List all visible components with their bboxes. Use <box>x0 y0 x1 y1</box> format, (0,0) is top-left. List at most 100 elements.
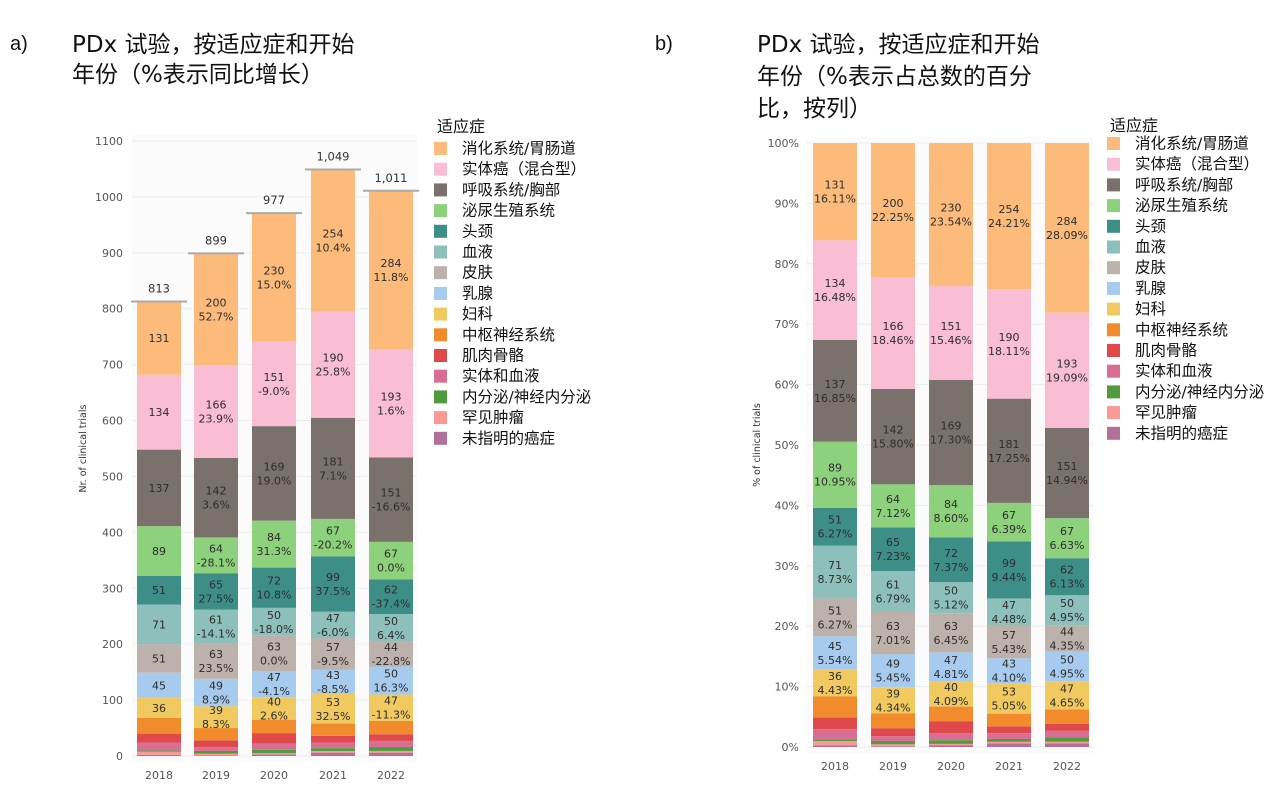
bar-segment <box>871 687 915 714</box>
legend-swatch <box>434 245 447 259</box>
bar-segment <box>369 666 413 695</box>
bar-segment <box>137 697 181 718</box>
total-label: 813 <box>148 281 170 295</box>
data-label-percent: 27.5% <box>199 592 234 605</box>
bar-segment <box>311 669 355 694</box>
y-tick-label: 10% <box>775 681 799 694</box>
bar-segment <box>252 753 296 755</box>
data-label-percent: 17.25% <box>988 452 1030 465</box>
bar-segment <box>311 311 355 418</box>
data-label-value: 72 <box>267 575 281 588</box>
y-tick-label: 0% <box>782 741 799 754</box>
legend-swatch <box>434 204 447 218</box>
bar-segment <box>929 613 973 653</box>
bar-segment <box>1045 143 1089 313</box>
data-label-percent: -9.0% <box>258 385 290 398</box>
bar-segment <box>194 747 238 751</box>
data-label-percent: 8.60% <box>934 512 969 525</box>
data-label-value: 134 <box>149 406 170 419</box>
x-tick-label: 2021 <box>319 769 347 782</box>
bar-segment <box>311 742 355 749</box>
legend-swatch <box>434 307 447 321</box>
total-label: 1,049 <box>317 150 350 164</box>
y-tick-label: 100 <box>102 694 123 707</box>
bar-segment <box>369 641 413 667</box>
data-label-percent: 1.6% <box>377 404 405 417</box>
legend-item: 内分泌/神经内分泌 <box>1135 383 1264 401</box>
data-label-percent: 17.30% <box>930 434 972 447</box>
data-label-value: 181 <box>999 438 1020 451</box>
bar-segment <box>813 745 857 747</box>
data-label-percent: 4.43% <box>818 684 853 697</box>
legend-item: 肌肉骨骼 <box>1135 342 1198 360</box>
bar-segment <box>871 277 915 389</box>
bar-segment <box>987 658 1031 684</box>
data-label-percent: 6.45% <box>934 634 969 647</box>
data-label-value: 166 <box>883 320 904 333</box>
data-label-percent: 25.8% <box>316 366 351 379</box>
legend-item: 妇科 <box>462 305 493 323</box>
data-label-percent: -8.5% <box>317 683 349 696</box>
data-label-percent: 16.11% <box>814 193 856 206</box>
bar-segment <box>871 746 915 747</box>
legend-item: 未指明的癌症 <box>462 429 555 447</box>
data-label-percent: 16.48% <box>814 291 856 304</box>
legend-item: 泌尿生殖系统 <box>1135 197 1228 215</box>
legend-item: 皮肤 <box>1135 259 1167 277</box>
bar-segment <box>987 741 1031 744</box>
bar-segment <box>137 575 181 605</box>
y-tick-label: 300 <box>102 582 123 595</box>
legend-swatch <box>434 162 447 176</box>
y-tick-label: 800 <box>102 303 123 316</box>
bar-segment <box>1045 595 1089 626</box>
legend-item: 中枢神经系统 <box>1135 321 1228 339</box>
data-label-value: 71 <box>152 618 166 631</box>
bar-segment <box>987 143 1031 290</box>
data-label-value: 72 <box>944 547 958 560</box>
data-label-percent: -20.2% <box>314 539 353 552</box>
chart-title-line: 年份（%表示占总数的百分 <box>757 64 1032 90</box>
y-tick-label: 500 <box>102 470 123 483</box>
bar-segment <box>929 582 973 614</box>
bar-segment <box>987 743 1031 747</box>
y-tick-label: 600 <box>102 415 123 428</box>
data-label-percent: -16.6% <box>372 501 411 514</box>
bar-segment <box>137 526 181 576</box>
bar-segment <box>987 289 1031 399</box>
data-label-percent: 4.35% <box>1050 639 1085 652</box>
legend-item: 中枢神经系统 <box>462 326 555 344</box>
chart-title-line: PDx 试验，按适应症和开始 <box>757 32 1040 58</box>
legend-swatch <box>1107 199 1120 213</box>
legend-swatch <box>1107 219 1120 233</box>
data-label-value: 63 <box>886 620 900 633</box>
bar-segment <box>311 417 355 519</box>
legend-swatch <box>1107 261 1120 275</box>
data-label-percent: 4.09% <box>934 695 969 708</box>
y-tick-label: 200 <box>102 638 123 651</box>
bar-segment <box>871 388 915 485</box>
data-label-value: 61 <box>209 614 223 627</box>
data-label-percent: 4.95% <box>1050 611 1085 624</box>
legend-swatch <box>434 369 447 383</box>
data-label-percent: 22.25% <box>872 211 914 224</box>
legend-item: 消化系统/胃肠道 <box>462 140 576 158</box>
bar-segment <box>987 598 1031 626</box>
bar-segment <box>1045 312 1089 428</box>
legend-swatch <box>1107 406 1120 420</box>
data-label-percent: 28.09% <box>1046 229 1088 242</box>
legend-swatch <box>434 183 447 197</box>
data-label-value: 51 <box>828 514 842 527</box>
legend-swatch <box>1107 302 1120 316</box>
data-label-percent: 16.85% <box>814 392 856 405</box>
legend-item: 呼吸系统/胸部 <box>1135 176 1233 194</box>
bar-segment <box>813 636 857 670</box>
bar-segment <box>871 484 915 528</box>
data-label-value: 51 <box>152 584 166 597</box>
data-label-percent: 6.27% <box>818 618 853 631</box>
data-label-percent: 23.54% <box>930 216 972 229</box>
data-label-value: 193 <box>1057 357 1078 370</box>
data-label-value: 137 <box>149 482 170 495</box>
data-label-value: 89 <box>152 545 166 558</box>
